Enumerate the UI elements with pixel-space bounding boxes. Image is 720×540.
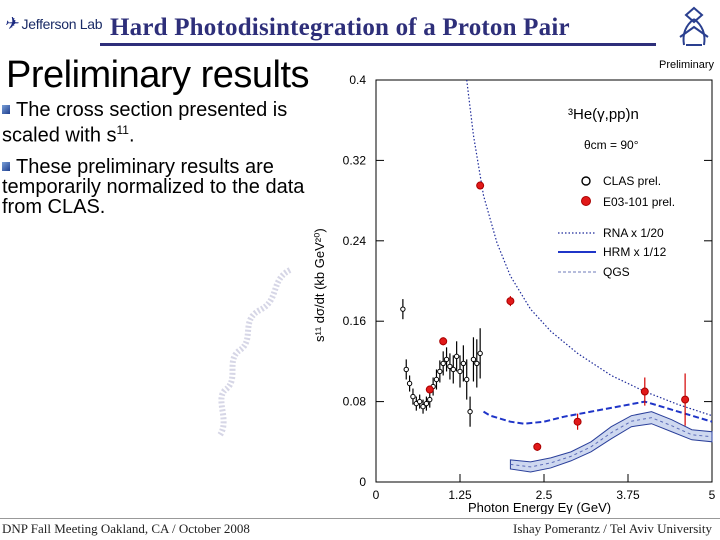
bullet-tail: .: [128, 124, 135, 147]
x-tick-label: 2.5: [536, 488, 553, 502]
y-tick-label: 0: [359, 475, 366, 489]
legend: CLAS prel. E03-101 prel. RNA x 1/20 HRM x 1…: [558, 174, 675, 279]
clas-point: [450, 366, 456, 373]
e03-101-point: [640, 387, 649, 396]
clas-point: [467, 408, 473, 415]
chart: Preliminary 0 0.08 0.16 0.24 0.32 0.4 0 1.25 2.…: [312, 59, 716, 514]
y-tick-label: 0.16: [343, 314, 367, 328]
legend-marker-e03: [581, 196, 591, 206]
clas-point: [406, 380, 413, 387]
jlab-logo-mark-icon: ✈: [4, 14, 18, 34]
y-axis-label: s¹¹ dσ/dt (kb GeV²⁰): [312, 228, 327, 342]
x-tick-label: 0: [373, 488, 380, 502]
legend-label: CLAS prel.: [603, 174, 661, 188]
legend-label: RNA x 1/20: [603, 226, 664, 240]
e03-101-point: [476, 181, 485, 190]
bullet-text: The cross section presented is scaled wi…: [2, 99, 288, 147]
bullet-list: The cross section presented is scaled wi…: [2, 100, 320, 228]
x-axis-ticks: 0 1.25 2.5 3.75 5: [373, 474, 716, 502]
y-tick-label: 0.08: [343, 395, 367, 409]
clas-point: [423, 400, 430, 407]
clas-point: [477, 350, 483, 357]
bullet-superscript: 11: [116, 123, 129, 137]
bullet-text: These preliminary results are temporaril…: [2, 155, 305, 218]
angle-label: θcm = 90°: [584, 138, 639, 152]
reaction-label: ³He(γ,pp)n: [568, 106, 639, 123]
clas-point: [447, 363, 453, 370]
x-tick-label: 5: [709, 488, 716, 502]
e03-101-point: [533, 442, 542, 451]
jefferson-lab-logo: ✈ Jefferson Lab: [4, 14, 103, 34]
footer-event: DNP Fall Meeting Oakland, CA / October 2…: [2, 521, 250, 536]
e03-101-point: [439, 337, 448, 346]
slide-heading: Preliminary results: [6, 54, 310, 96]
e03-101-point: [681, 395, 690, 404]
bullet-item-2: These preliminary results are temporaril…: [2, 157, 320, 217]
clas-point: [427, 396, 433, 403]
clas-point: [453, 353, 460, 360]
bullet-item-1: The cross section presented is scaled wi…: [2, 100, 320, 146]
footer-author: Ishay Pomerantz / Tel Aviv University: [513, 521, 712, 536]
clas-point: [420, 403, 426, 410]
x-tick-label: 3.75: [616, 488, 640, 502]
footer-rule: [0, 518, 720, 519]
clas-point: [416, 398, 423, 405]
clas-point: [464, 376, 470, 383]
y-tick-label: 0.24: [343, 234, 367, 248]
legend-label: HRM x 1/12: [603, 245, 667, 259]
clas-point: [440, 360, 446, 367]
clas-point: [457, 368, 463, 375]
e03-101-point: [425, 385, 434, 394]
corner-label: Preliminary: [659, 59, 715, 71]
clas-point: [410, 393, 416, 400]
legend-marker-clas: [581, 176, 591, 186]
clas-point: [403, 366, 409, 373]
series-layer: [400, 79, 713, 473]
x-tick-label: 1.25: [448, 488, 472, 502]
jlab-logo-text: Jefferson Lab: [21, 16, 103, 32]
tel-aviv-university-logo-icon: [679, 6, 709, 46]
clas-point: [433, 376, 440, 383]
hrm-curve: [483, 400, 713, 425]
qgs-band: [509, 411, 713, 473]
clas-point: [460, 360, 467, 367]
bullet-square-icon: [2, 105, 10, 114]
decorative-wave-icon: [217, 267, 292, 437]
x-axis-label: Photon Energy Eγ (GeV): [468, 500, 611, 514]
slide-title: Hard Photodisintegration of a Proton Pai…: [110, 14, 570, 41]
legend-label: QGS: [603, 265, 630, 279]
e03-101-point: [573, 417, 582, 426]
clas-point: [470, 356, 477, 363]
qgs-line: [510, 417, 713, 468]
y-tick-label: 0.32: [343, 153, 367, 167]
clas-point: [400, 306, 406, 312]
y-axis-ticks: 0 0.08 0.16 0.24 0.32 0.4: [343, 73, 712, 489]
rna-curve: [466, 79, 713, 417]
e03-101-point: [506, 297, 515, 306]
legend-label: E03-101 prel.: [603, 195, 675, 209]
bullet-square-icon: [2, 161, 10, 171]
clas-point: [474, 360, 480, 367]
title-underline: [100, 43, 656, 46]
clas-point: [443, 356, 450, 363]
clas-point: [437, 368, 443, 375]
y-tick-label: 0.4: [349, 73, 366, 87]
